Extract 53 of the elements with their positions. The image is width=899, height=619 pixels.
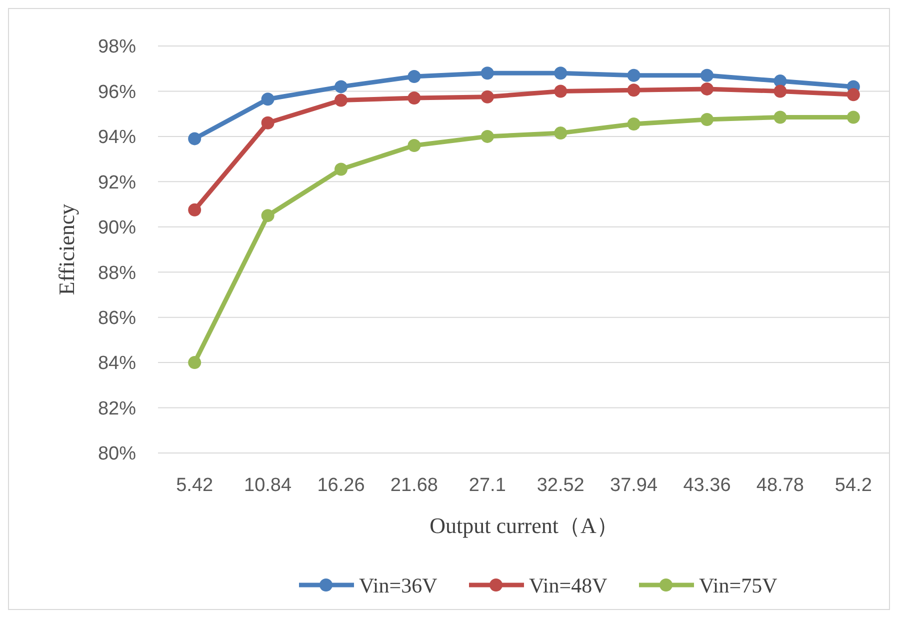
x-tick-label: 37.94 xyxy=(610,475,658,496)
y-tick-label: 90% xyxy=(98,218,136,239)
x-tick-label: 16.26 xyxy=(317,475,365,496)
y-tick-label: 80% xyxy=(98,444,136,465)
point xyxy=(408,70,421,84)
point xyxy=(774,84,787,98)
point xyxy=(480,66,494,80)
x-tick-label: 32.52 xyxy=(536,475,584,496)
x-tick-label: 54.2 xyxy=(834,475,872,496)
point xyxy=(700,82,714,96)
point xyxy=(554,126,568,140)
point xyxy=(261,116,274,130)
y-tick-label: 96% xyxy=(98,82,136,103)
legend-label: Vin=36V xyxy=(359,573,438,598)
y-tick-label: 86% xyxy=(98,308,136,329)
point xyxy=(627,68,640,82)
point xyxy=(554,66,568,80)
point xyxy=(334,80,348,94)
point xyxy=(408,138,421,152)
point xyxy=(334,162,348,176)
point xyxy=(774,110,787,124)
y-tick-label: 92% xyxy=(98,172,136,194)
point xyxy=(554,84,568,98)
point xyxy=(188,132,202,146)
y-tick-label: 82% xyxy=(98,398,136,420)
y-tick-label: 84% xyxy=(98,353,136,374)
point xyxy=(700,68,714,82)
x-tick-label: 5.42 xyxy=(176,475,214,496)
x-tick-label: 10.84 xyxy=(244,475,292,496)
point xyxy=(480,130,494,143)
point xyxy=(188,356,202,370)
legend-label: Vin=75V xyxy=(699,573,778,598)
point xyxy=(188,203,202,216)
x-tick-label: 48.78 xyxy=(756,475,804,496)
point xyxy=(261,92,274,106)
point xyxy=(261,209,274,222)
point xyxy=(627,118,640,131)
x-tick-label: 21.68 xyxy=(390,475,438,496)
point xyxy=(480,90,494,104)
y-tick-label: 98% xyxy=(98,36,136,58)
y-axis-title: Efficiency xyxy=(54,204,79,296)
legend-label: Vin=48V xyxy=(529,573,608,598)
y-tick-label: 88% xyxy=(98,262,136,284)
x-tick-label: 27.1 xyxy=(468,475,506,496)
y-tick-label: 94% xyxy=(98,127,136,148)
x-axis-title: Output current（A） xyxy=(430,513,618,538)
point xyxy=(408,92,421,105)
point xyxy=(334,94,348,107)
point xyxy=(627,84,640,97)
point xyxy=(846,88,860,102)
point xyxy=(700,112,714,126)
point xyxy=(846,110,860,124)
x-tick-label: 43.36 xyxy=(683,475,731,496)
